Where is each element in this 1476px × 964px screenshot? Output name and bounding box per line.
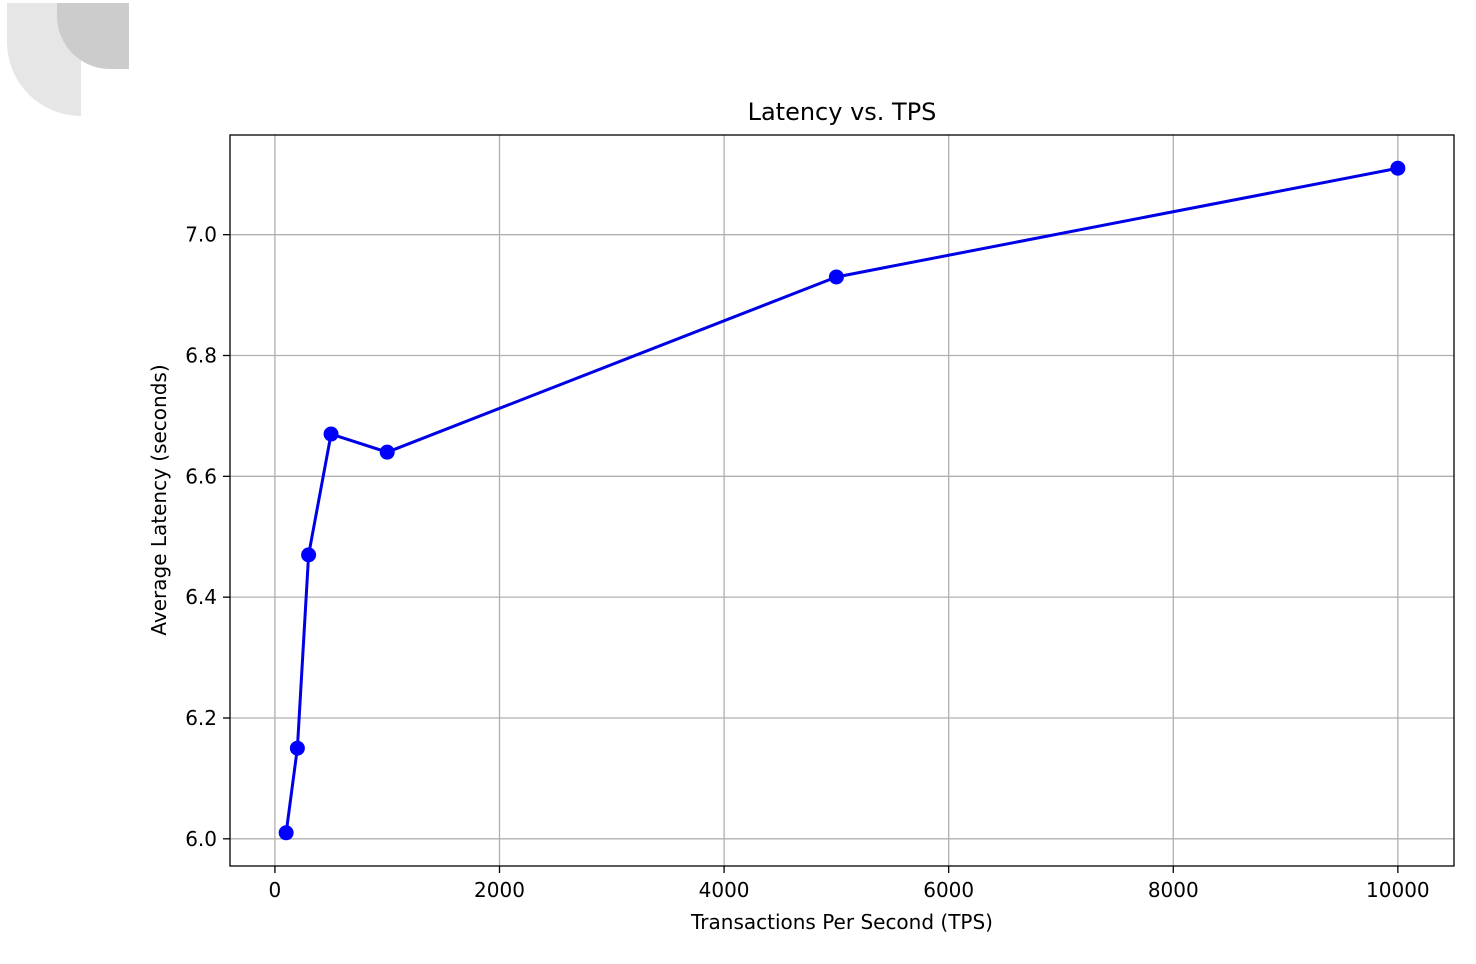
y-tick-label: 6.8 [185,344,217,368]
series-line [284,166,1399,833]
x-tick-label: 2000 [474,878,525,902]
x-tick-label: 8000 [1148,878,1199,902]
data-series [278,160,1406,841]
data-point [289,740,305,756]
data-point [1390,160,1406,176]
grid [230,135,1454,866]
corner-dark-shape [57,3,129,69]
axis-ticks: 0 2000 4000 6000 8000 10000 6.0 6.2 6.4 6.6 6.8 7.0 [185,223,1429,902]
x-tick-label: 10000 [1366,878,1430,902]
y-axis-label: Average Latency (seconds) [147,364,171,635]
data-point [828,269,844,285]
y-tick-label: 7.0 [185,223,217,247]
x-tick-label: 0 [269,878,282,902]
chart-title: Latency vs. TPS [748,98,937,126]
y-tick-label: 6.6 [185,464,217,488]
x-axis-label: Transactions Per Second (TPS) [690,910,993,934]
corner-decoration [7,3,129,116]
data-point [301,547,317,563]
data-point [323,426,339,442]
y-tick-label: 6.0 [185,827,217,851]
y-tick-label: 6.2 [185,706,217,730]
y-tick-label: 6.4 [185,585,217,609]
plot-frame [229,134,1455,867]
data-point [379,444,395,460]
x-tick-label: 4000 [699,878,750,902]
x-tick-label: 6000 [923,878,974,902]
data-point [278,825,294,841]
